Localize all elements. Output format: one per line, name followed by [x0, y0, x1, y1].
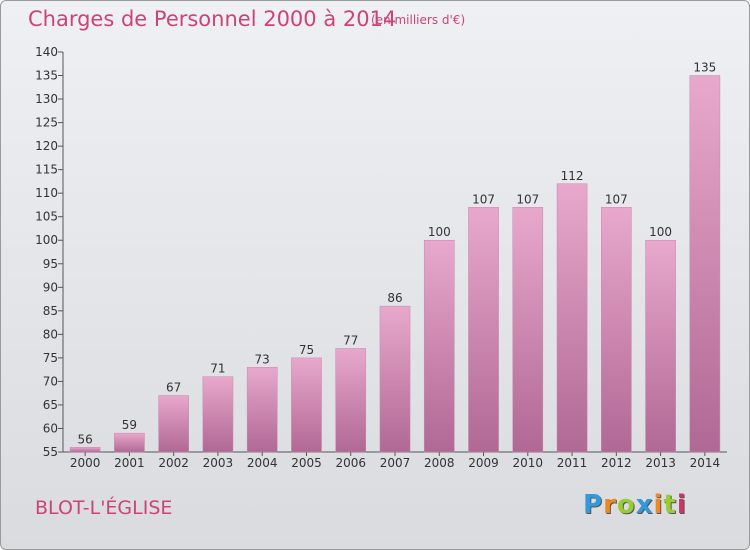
- x-tick-label-2013: 2013: [645, 456, 676, 470]
- data-label-2005: 75: [299, 343, 314, 357]
- logo-letter: x: [635, 490, 654, 520]
- x-tick-label-2002: 2002: [158, 456, 189, 470]
- x-tick-label-2009: 2009: [468, 456, 499, 470]
- x-tick-label-2012: 2012: [601, 456, 632, 470]
- chart-axes: 55 60 65 70 75 80 85 90 95 100 105 110 115 120 125 130 1…: [35, 45, 727, 470]
- x-tick-label-2014: 2014: [690, 456, 721, 470]
- logo-letter: P: [583, 490, 604, 520]
- data-label-2006: 77: [343, 333, 358, 347]
- bar-2013: [645, 239, 676, 453]
- x-tick-label-2003: 2003: [203, 456, 234, 470]
- data-label-2007: 86: [387, 291, 402, 305]
- y-tick-label: 80: [43, 327, 58, 341]
- data-label-2004: 73: [255, 352, 270, 366]
- y-tick-label: 75: [43, 351, 58, 365]
- chart-data-labels: 56 59 67 71 73 75 77 86 100 107 107 112 107 100 135: [77, 61, 716, 447]
- y-tick-label: 100: [35, 233, 58, 247]
- chart-bars: [69, 75, 721, 453]
- logo-letter: r: [603, 490, 617, 520]
- bar-2010: [512, 207, 544, 453]
- bar-2011: [556, 183, 588, 453]
- bar-2005: [291, 357, 322, 453]
- y-tick-label: 115: [35, 163, 58, 177]
- data-label-2012: 107: [605, 192, 628, 206]
- x-tick-label-2011: 2011: [557, 456, 588, 470]
- y-tick-label: 60: [43, 421, 58, 435]
- bar-2002: [158, 395, 189, 453]
- y-tick-label: 120: [35, 139, 58, 153]
- y-tick-label: 85: [43, 304, 58, 318]
- chart-unit: (en milliers d'€): [371, 13, 466, 27]
- bar-2007: [379, 305, 411, 453]
- data-label-2009: 107: [472, 192, 495, 206]
- y-tick-label: 95: [43, 257, 58, 271]
- data-label-2000: 56: [77, 432, 92, 446]
- data-label-2014: 135: [693, 61, 716, 75]
- y-tick-label: 55: [43, 445, 58, 459]
- y-tick-label: 130: [35, 92, 58, 106]
- place-name: BLOT-L'ÉGLISE: [35, 497, 173, 519]
- y-tick-label: 140: [35, 45, 58, 59]
- x-tick-label-2005: 2005: [291, 456, 322, 470]
- y-tick-label: 125: [35, 116, 58, 130]
- x-tick-label-2001: 2001: [114, 456, 145, 470]
- x-tick-label-2000: 2000: [70, 456, 101, 470]
- x-tick-label-2008: 2008: [424, 456, 455, 470]
- y-tick-label: 105: [35, 210, 58, 224]
- data-label-2008: 100: [428, 225, 451, 239]
- y-tick-label: 65: [43, 398, 58, 412]
- bar-2012: [601, 207, 632, 453]
- logo-letter: i: [653, 490, 664, 520]
- x-tick-label-2004: 2004: [247, 456, 278, 470]
- y-tick-label: 90: [43, 280, 58, 294]
- y-tick-label: 135: [35, 69, 58, 83]
- data-label-2003: 71: [210, 362, 225, 376]
- data-label-2013: 100: [649, 225, 672, 239]
- data-label-2001: 59: [122, 418, 137, 432]
- data-label-2010: 107: [516, 192, 539, 206]
- bar-2000: [69, 447, 101, 453]
- y-tick-label: 110: [35, 186, 58, 200]
- y-tick-label: 70: [43, 374, 58, 388]
- bar-2001: [114, 432, 145, 453]
- bar-2006: [335, 348, 367, 453]
- data-label-2002: 67: [166, 381, 181, 395]
- x-tick-label-2007: 2007: [380, 456, 411, 470]
- bar-2014: [689, 75, 721, 453]
- logo-letter: t: [663, 490, 677, 520]
- bar-2003: [202, 376, 234, 453]
- logo-letter: i: [676, 490, 687, 520]
- bar-2004: [246, 367, 278, 453]
- logo-letter: o: [616, 490, 636, 520]
- bar-2008: [423, 239, 455, 453]
- chart-title: Charges de Personnel 2000 à 2014: [28, 7, 397, 31]
- proxiti-logo: Proxiti: [583, 490, 687, 520]
- x-tick-label-2010: 2010: [513, 456, 544, 470]
- bar-2009: [468, 207, 499, 453]
- x-tick-label-2006: 2006: [335, 456, 366, 470]
- data-label-2011: 112: [561, 169, 584, 183]
